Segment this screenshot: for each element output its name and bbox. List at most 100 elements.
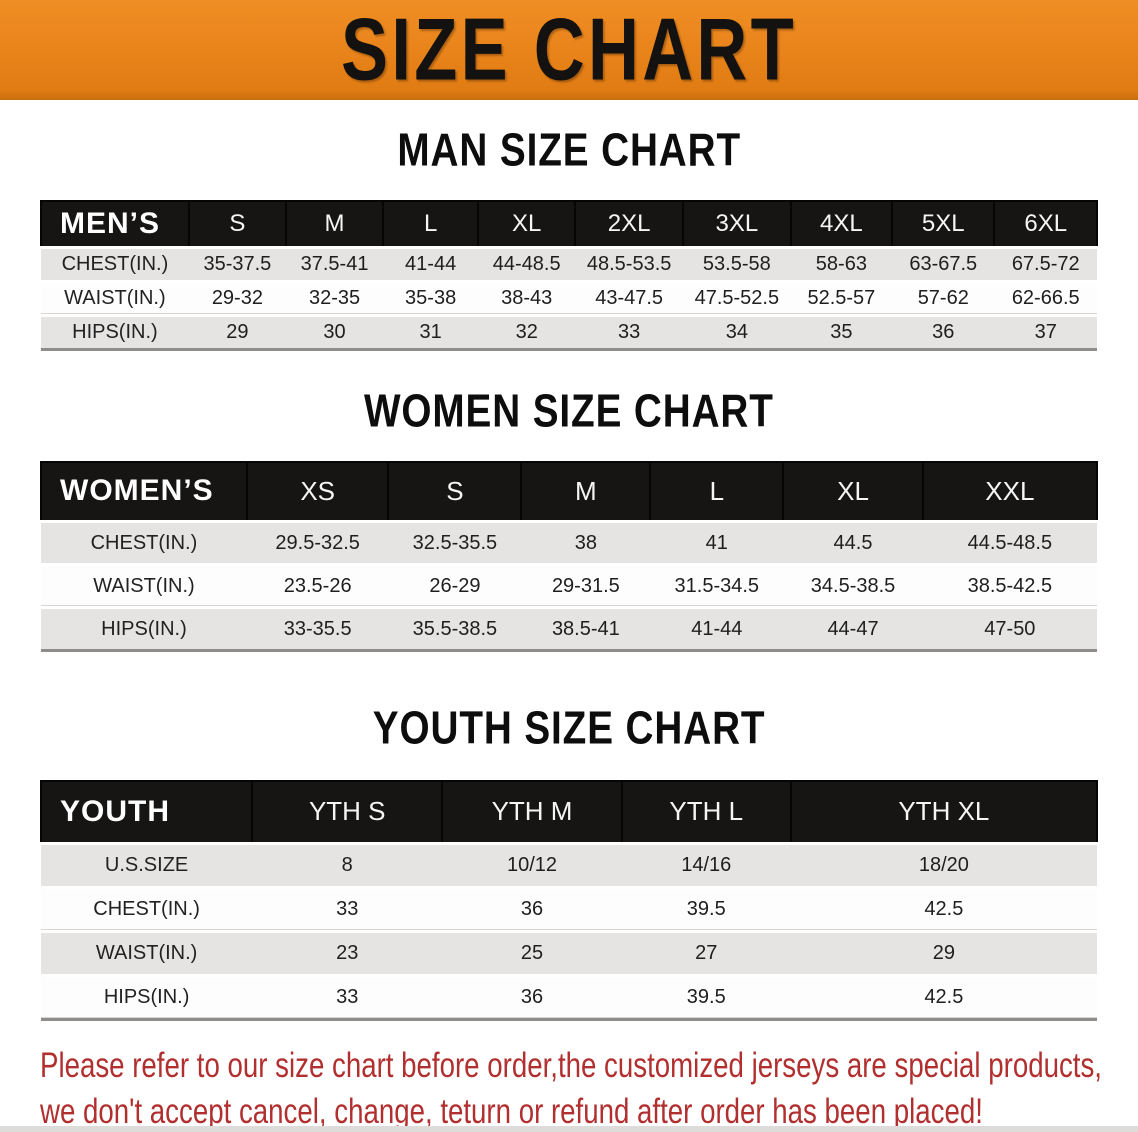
cell: 33 [575, 313, 683, 351]
cell: 32-35 [285, 279, 384, 315]
cell: 29.5-32.5 [246, 520, 389, 565]
row-label: CHEST(IN.) [41, 520, 247, 565]
youth-col-header: YTH L [620, 780, 792, 844]
bottom-edge-strip [0, 1126, 1138, 1132]
cell: 29-31.5 [521, 563, 651, 608]
cell: 34 [682, 313, 791, 351]
cell: 25 [442, 929, 622, 975]
row-label: HIPS(IN.) [41, 606, 247, 652]
cell: 34.5-38.5 [783, 563, 923, 608]
row-label: CHEST(IN.) [41, 885, 253, 931]
cell: 18/20 [790, 841, 1097, 887]
youth-chest-row: CHEST(IN.) 33 36 39.5 42.5 [41, 885, 1097, 931]
men-chest-row: CHEST(IN.) 35-37.5 37.5-41 41-44 44-48.5… [41, 245, 1097, 281]
cell: 57-62 [892, 279, 995, 315]
banner-title: SIZE CHART [341, 1, 797, 99]
cell: 33 [252, 973, 443, 1021]
row-label: WAIST(IN.) [41, 279, 189, 315]
women-waist-row: WAIST(IN.) 23.5-26 26-29 29-31.5 31.5-34… [41, 563, 1097, 608]
cell: 8 [252, 841, 443, 887]
women-table-label: WOMEN’S [40, 460, 248, 523]
row-label: WAIST(IN.) [41, 929, 253, 975]
men-size-table: MEN’S S M L XL 2XL 3XL 4XL 5XL 6XL CHEST… [40, 200, 1098, 351]
cell: 29 [790, 929, 1097, 975]
youth-section-title-text: YOUTH SIZE CHART [372, 702, 766, 755]
cell: 67.5-72 [994, 245, 1097, 281]
men-col-header: 3XL [681, 200, 792, 248]
cell: 36 [442, 885, 622, 931]
cell: 63-67.5 [892, 245, 995, 281]
cell: 41-44 [650, 606, 784, 652]
cell: 23 [252, 929, 443, 975]
cell: 23.5-26 [246, 563, 389, 608]
size-chart-banner: SIZE CHART [0, 0, 1138, 100]
cell: 35-38 [383, 279, 479, 315]
cell: 33-35.5 [246, 606, 389, 652]
cell: 31 [383, 313, 479, 351]
cell: 52.5-57 [790, 279, 893, 315]
cell: 35 [790, 313, 893, 351]
men-table-label: MEN’S [40, 200, 190, 248]
cell: 38 [521, 520, 651, 565]
women-col-header: XXL [921, 460, 1099, 523]
cell: 42.5 [790, 885, 1097, 931]
women-size-table: WOMEN’S XS S M L XL XXL CHEST(IN.) 29.5-… [40, 460, 1099, 652]
row-label: U.S.SIZE [41, 841, 253, 887]
cell: 53.5-58 [682, 245, 791, 281]
cell: 27 [621, 929, 791, 975]
men-col-header: 2XL [574, 200, 684, 248]
cell: 38.5-41 [521, 606, 651, 652]
cell: 48.5-53.5 [575, 245, 683, 281]
cell: 26-29 [388, 563, 522, 608]
youth-hips-row: HIPS(IN.) 33 36 39.5 42.5 [41, 973, 1097, 1021]
cell: 44-48.5 [478, 245, 576, 281]
cell: 39.5 [621, 885, 791, 931]
cell: 35.5-38.5 [388, 606, 522, 652]
women-col-header: XL [782, 460, 924, 523]
cell: 58-63 [790, 245, 893, 281]
cell: 42.5 [790, 973, 1097, 1021]
men-section-title-text: MAN SIZE CHART [397, 124, 741, 177]
cell: 32.5-35.5 [388, 520, 522, 565]
cell: 62-66.5 [994, 279, 1097, 315]
men-col-header: M [284, 200, 385, 248]
row-label: HIPS(IN.) [41, 973, 253, 1021]
women-col-header: L [649, 460, 785, 523]
cell: 41-44 [383, 245, 479, 281]
youth-section-title: YOUTH SIZE CHART [0, 702, 1138, 755]
women-section-title: WOMEN SIZE CHART [0, 385, 1138, 437]
cell: 37.5-41 [285, 245, 384, 281]
youth-ussize-row: U.S.SIZE 8 10/12 14/16 18/20 [41, 841, 1097, 887]
men-header-row: MEN’S S M L XL 2XL 3XL 4XL 5XL 6XL [40, 200, 1098, 248]
men-section-title: MAN SIZE CHART [0, 124, 1138, 177]
youth-col-header: YTH XL [789, 780, 1099, 844]
youth-waist-row: WAIST(IN.) 23 25 27 29 [41, 929, 1097, 975]
cell: 41 [650, 520, 784, 565]
youth-header-row: YOUTH YTH S YTH M YTH L YTH XL [39, 780, 1099, 844]
disclaimer-line-1: Please refer to our size chart before or… [40, 1045, 1102, 1085]
cell: 44.5-48.5 [922, 520, 1097, 565]
cell: 14/16 [621, 841, 791, 887]
women-hips-row: HIPS(IN.) 33-35.5 35.5-38.5 38.5-41 41-4… [41, 606, 1097, 652]
youth-col-header: YTH M [441, 780, 623, 844]
women-section-title-text: WOMEN SIZE CHART [364, 385, 774, 437]
cell: 36 [892, 313, 995, 351]
cell: 29 [188, 313, 286, 351]
cell: 39.5 [621, 973, 791, 1021]
men-col-header: 6XL [993, 200, 1098, 248]
cell: 33 [252, 885, 443, 931]
men-hips-row: HIPS(IN.) 29 30 31 32 33 34 35 36 37 [41, 313, 1097, 351]
cell: 38.5-42.5 [922, 563, 1097, 608]
cell: 10/12 [442, 841, 622, 887]
youth-col-header: YTH S [251, 780, 444, 844]
women-col-header: S [387, 460, 523, 523]
cell: 47-50 [922, 606, 1097, 652]
cell: 43-47.5 [575, 279, 683, 315]
women-chest-row: CHEST(IN.) 29.5-32.5 32.5-35.5 38 41 44.… [41, 520, 1097, 565]
men-col-header: 4XL [789, 200, 894, 248]
cell: 29-32 [188, 279, 286, 315]
cell: 44-47 [783, 606, 923, 652]
youth-size-table: YOUTH YTH S YTH M YTH L YTH XL U.S.SIZE … [39, 780, 1099, 1021]
youth-table-label: YOUTH [39, 780, 254, 844]
cell: 31.5-34.5 [650, 563, 784, 608]
